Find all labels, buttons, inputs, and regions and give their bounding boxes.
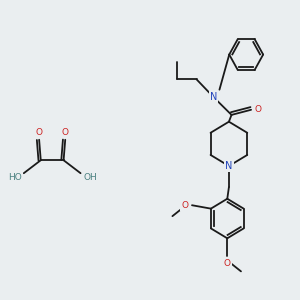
Text: O: O bbox=[62, 128, 69, 137]
Text: O: O bbox=[181, 201, 188, 210]
Text: O: O bbox=[224, 259, 231, 268]
Text: N: N bbox=[225, 161, 233, 171]
Text: N: N bbox=[210, 92, 217, 102]
Text: HO: HO bbox=[8, 173, 22, 182]
Text: O: O bbox=[36, 128, 43, 137]
Text: OH: OH bbox=[83, 173, 97, 182]
Text: O: O bbox=[255, 105, 262, 114]
